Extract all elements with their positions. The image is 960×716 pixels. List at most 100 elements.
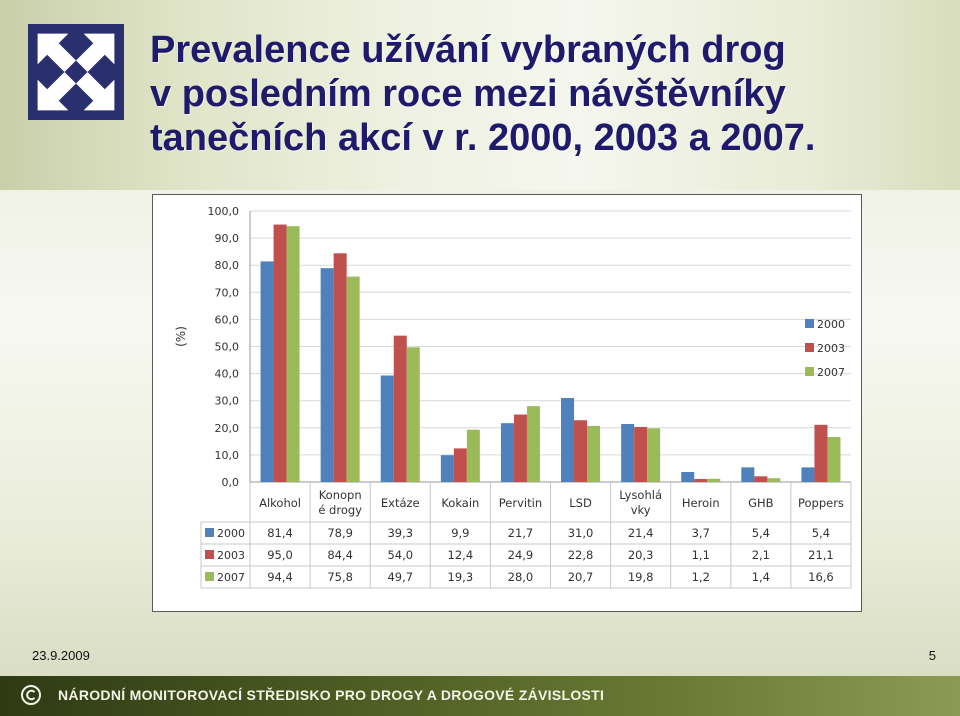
table-cell: 28,0 [508, 570, 534, 584]
table-cell: 49,7 [387, 570, 413, 584]
table-cell: 19,3 [448, 570, 474, 584]
y-axis-label: (%) [174, 326, 188, 347]
table-cell: 39,3 [387, 526, 413, 540]
y-tick-label: 70,0 [215, 286, 240, 299]
legend-swatch-2000 [805, 319, 814, 328]
legend-swatch-2003 [805, 343, 814, 352]
category-label: Konopn [319, 488, 362, 502]
category-label: Alkohol [259, 496, 301, 510]
bar-2007-4 [526, 406, 540, 482]
bar-2000-3 [440, 455, 454, 482]
bar-2007-8 [767, 478, 781, 482]
table-cell: 20,3 [628, 548, 654, 562]
table-cell: 16,6 [808, 570, 834, 584]
bar-2003-2 [393, 335, 407, 482]
table-cell: 12,4 [448, 548, 474, 562]
table-cell: 19,8 [628, 570, 654, 584]
page-title: Prevalence užívání vybraných drog v posl… [150, 28, 940, 160]
title-line-1: Prevalence užívání vybraných drog [150, 29, 786, 71]
table-cell: 20,7 [568, 570, 594, 584]
bar-2003-7 [694, 479, 708, 482]
table-legend-swatch-2000 [205, 528, 214, 537]
table-cell: 22,8 [568, 548, 594, 562]
table-legend-swatch-2007 [205, 572, 214, 581]
bar-2007-0 [286, 226, 300, 482]
category-label: Pervitin [499, 496, 542, 510]
bar-2000-1 [320, 268, 334, 482]
category-label: GHB [748, 496, 774, 510]
category-label: Heroin [682, 496, 720, 510]
y-tick-label: 100,0 [208, 205, 240, 218]
table-row-header-2007: 2007 [217, 571, 245, 584]
table-cell: 84,4 [327, 548, 353, 562]
y-tick-label: 20,0 [215, 422, 240, 435]
arrows-cross-logo-icon [28, 24, 124, 120]
bar-2000-6 [621, 424, 635, 482]
footer-bar: NÁRODNÍ MONITOROVACÍ STŘEDISKO PRO DROGY… [0, 676, 960, 716]
table-cell: 1,2 [692, 570, 710, 584]
table-cell: 3,7 [692, 526, 710, 540]
table-cell: 21,1 [808, 548, 834, 562]
header-band [0, 0, 960, 190]
bar-2003-4 [513, 414, 527, 482]
bar-2003-5 [574, 420, 588, 482]
slide-date: 23.9.2009 [32, 648, 90, 663]
legend-label-2003: 2003 [817, 342, 845, 355]
bar-2000-7 [681, 471, 695, 482]
table-cell: 21,4 [628, 526, 654, 540]
bar-2007-2 [406, 347, 420, 482]
table-legend-swatch-2003 [205, 550, 214, 559]
y-tick-label: 90,0 [215, 232, 240, 245]
bar-2007-5 [587, 425, 601, 482]
legend-swatch-2007 [805, 367, 814, 376]
title-line-2: v posledním roce mezi návštěvníky [150, 73, 786, 115]
chart-frame: 0,0 10,0 20,0 30,0 40,0 50,0 60,0 70,0 80,0 90,0 1… [152, 194, 862, 612]
y-tick-label: 50,0 [215, 341, 240, 354]
table-cell: 9,9 [451, 526, 469, 540]
y-tick-label: 80,0 [215, 259, 240, 272]
category-label: Extáze [381, 496, 420, 510]
category-label: é drogy [318, 503, 362, 517]
table-row-header-2003: 2003 [217, 549, 245, 562]
copyright-icon [21, 685, 41, 705]
table-cell: 78,9 [327, 526, 353, 540]
table-cell: 94,4 [267, 570, 293, 584]
bar-2000-2 [380, 375, 394, 482]
y-tick-label: 40,0 [215, 368, 240, 381]
bar-2007-7 [707, 478, 721, 482]
title-line-3: tanečních akcí v r. 2000, 2003 a 2007. [150, 117, 816, 159]
legend-label-2000: 2000 [817, 318, 845, 331]
bar-2000-8 [741, 467, 755, 482]
bar-chart: 0,0 10,0 20,0 30,0 40,0 50,0 60,0 70,0 80,0 90,0 1… [174, 205, 852, 589]
table-cell: 24,9 [508, 548, 534, 562]
bar-2000-4 [500, 423, 514, 482]
bar-2007-9 [827, 437, 841, 482]
organization-name: NÁRODNÍ MONITOROVACÍ STŘEDISKO PRO DROGY… [58, 687, 605, 703]
bar-2007-3 [466, 429, 480, 482]
bar-2000-0 [260, 261, 274, 482]
y-tick-label: 10,0 [215, 449, 240, 462]
table-row-header-2000: 2000 [217, 527, 245, 540]
category-label: Kokain [441, 496, 479, 510]
table-cell: 54,0 [387, 548, 413, 562]
category-label: LSD [569, 496, 592, 510]
bar-2003-9 [814, 424, 828, 482]
bar-2000-5 [561, 397, 575, 482]
bar-2007-1 [346, 276, 360, 482]
bar-2003-0 [273, 224, 287, 483]
table-cell: 2,1 [752, 548, 770, 562]
table-cell: 1,1 [692, 548, 710, 562]
category-label: Lysohlá [619, 488, 662, 502]
bar-2007-6 [647, 428, 661, 482]
bar-2000-9 [801, 467, 815, 482]
slide-page-number: 5 [928, 648, 936, 663]
y-tick-label: 0,0 [222, 476, 240, 489]
table-cell: 95,0 [267, 548, 293, 562]
table-cell: 5,4 [752, 526, 770, 540]
legend-label-2007: 2007 [817, 366, 845, 379]
category-label: Poppers [798, 496, 844, 510]
y-tick-label: 60,0 [215, 313, 240, 326]
category-label: vky [631, 503, 651, 517]
bar-2003-6 [634, 426, 648, 482]
y-tick-label: 30,0 [215, 395, 240, 408]
